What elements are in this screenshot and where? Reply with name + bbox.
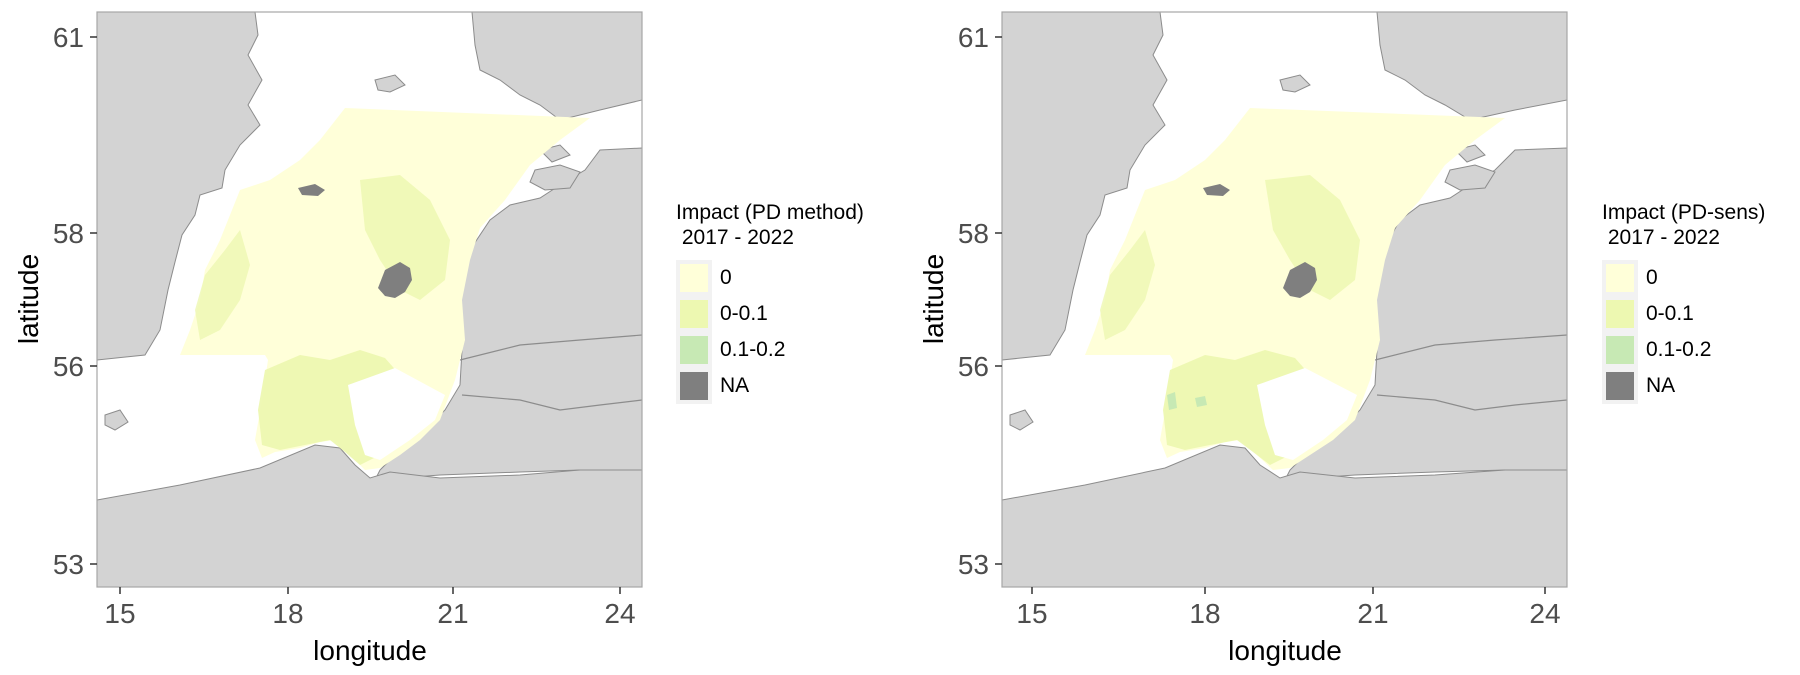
land-saaremaa [529, 164, 581, 191]
x-axis: 15 18 21 24 [104, 587, 636, 629]
na-zone-gotland-deep [1283, 262, 1317, 298]
x-tick-label: 18 [272, 598, 303, 629]
impact-zone-low-west [1100, 230, 1155, 340]
impact-zone-low-central [360, 175, 450, 300]
impact-zone-low-central [1265, 175, 1360, 300]
y-tick-label: 56 [53, 351, 84, 382]
land-aland-islands [374, 74, 406, 93]
legend-label: 0.1-0.2 [1646, 338, 1712, 361]
na-zone-north [1203, 184, 1230, 196]
land-poland [1002, 444, 1567, 587]
legend-swatch [1602, 332, 1638, 368]
land-bornholm [1009, 409, 1034, 431]
sea-curonian-region [1257, 368, 1357, 460]
x-axis-title: longitude [313, 635, 427, 666]
legend-item: 0 [676, 260, 864, 296]
plot-frame [1001, 11, 1568, 588]
legend-swatch [676, 260, 712, 296]
map-panel-pd-method: 61 58 56 53 15 18 21 24 longitude latitu… [13, 11, 864, 666]
x-tick-label: 15 [1016, 598, 1047, 629]
land-aland-islands [1279, 74, 1311, 93]
legend-keys: 0 0-0.1 0.1-0.2 NA [676, 260, 864, 404]
y-tick-label: 58 [958, 218, 989, 249]
legend: Impact (PD-sens) 2017 - 2022 0 0-0.1 0.1… [1602, 200, 1765, 404]
plot-frame [96, 11, 643, 588]
legend-label: NA [1646, 374, 1676, 397]
legend-title: Impact (PD-sens) 2017 - 2022 [1602, 201, 1766, 249]
na-zone-gotland-deep [378, 262, 412, 298]
y-axis: 61 58 56 53 [53, 22, 97, 580]
land-bornholm [104, 409, 129, 431]
y-tick-label: 61 [53, 22, 84, 53]
y-axis-title: latitude [918, 254, 949, 344]
legend-item: 0.1-0.2 [1602, 332, 1765, 368]
legend-label: 0-0.1 [1646, 302, 1694, 325]
land-sweden [1002, 12, 1168, 361]
impact-zone-mid-patch [1167, 392, 1207, 410]
legend-item: 0.1-0.2 [676, 332, 864, 368]
land-saaremaa [1444, 164, 1496, 191]
y-axis-title: latitude [13, 254, 44, 344]
sea-curonian-region [348, 368, 445, 460]
legend-swatch [676, 296, 712, 332]
legend-item: NA [676, 368, 864, 404]
y-tick-label: 61 [958, 22, 989, 53]
legend-swatch [1602, 368, 1638, 404]
legend-item: NA [1602, 368, 1765, 404]
legend-swatch [676, 332, 712, 368]
legend: Impact (PD method) 2017 - 2022 0 0-0.1 0… [676, 200, 864, 404]
legend-label: 0.1-0.2 [720, 338, 786, 361]
x-tick-label: 24 [1529, 598, 1560, 629]
y-tick-label: 56 [958, 351, 989, 382]
legend-label: 0 [720, 266, 732, 289]
y-axis: 61 58 56 53 [958, 22, 1002, 580]
x-tick-label: 18 [1189, 598, 1220, 629]
legend-swatch [1602, 260, 1638, 296]
land-poland [97, 444, 642, 587]
x-axis: 15 18 21 24 [1016, 587, 1561, 629]
na-zone-north [298, 184, 325, 196]
legend-label: NA [720, 374, 750, 397]
legend-item: 0 [1602, 260, 1765, 296]
legend-swatch [1602, 296, 1638, 332]
y-tick-label: 58 [53, 218, 84, 249]
map-svg: 61 58 56 53 15 18 21 24 longitude latitu… [13, 11, 643, 666]
impact-zone-low-west [195, 230, 250, 340]
land-finland [471, 12, 642, 121]
x-tick-label: 15 [104, 598, 135, 629]
map-panel-pd-sens: 61 58 56 53 15 18 21 24 longitude latitu… [905, 0, 1800, 675]
legend-item: 0-0.1 [676, 296, 864, 332]
land-sweden [97, 12, 263, 361]
land-baltics [1284, 147, 1567, 481]
land-baltics [374, 147, 642, 481]
legend-label: 0-0.1 [720, 302, 768, 325]
land-finland [1376, 12, 1567, 121]
y-tick-label: 53 [958, 549, 989, 580]
legend-title: Impact (PD method) 2017 - 2022 [676, 201, 864, 249]
x-tick-label: 24 [604, 598, 635, 629]
x-tick-label: 21 [437, 598, 468, 629]
legend-swatch [676, 368, 712, 404]
x-tick-label: 21 [1357, 598, 1388, 629]
legend-keys: 0 0-0.1 0.1-0.2 NA [1602, 260, 1765, 404]
legend-label: 0 [1646, 266, 1658, 289]
x-axis-title: longitude [1228, 635, 1342, 666]
legend-item: 0-0.1 [1602, 296, 1765, 332]
map-svg: 61 58 56 53 15 18 21 24 longitude latitu… [918, 11, 1568, 666]
y-tick-label: 53 [53, 549, 84, 580]
